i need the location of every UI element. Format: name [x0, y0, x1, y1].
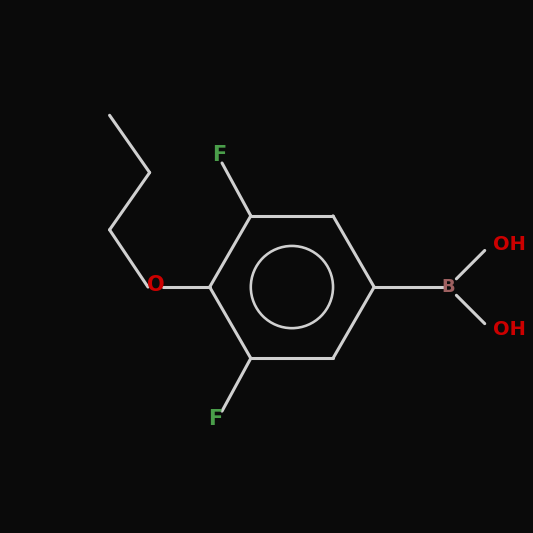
Text: O: O — [148, 276, 165, 295]
Text: F: F — [213, 145, 227, 165]
Text: OH: OH — [493, 235, 526, 254]
Text: F: F — [208, 409, 223, 430]
Text: B: B — [441, 278, 455, 296]
Text: OH: OH — [493, 320, 526, 339]
